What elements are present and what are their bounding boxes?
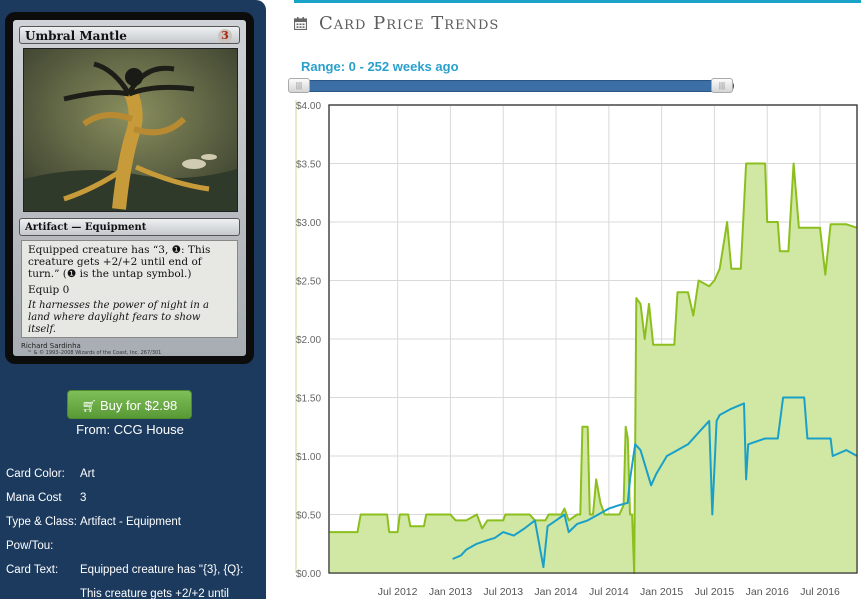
x-tick-label: Jan 2014 [534, 586, 577, 598]
section-header: Card Price Trends [294, 11, 499, 35]
card-text-box: Equipped creature has “3, ❶: This creatu… [21, 240, 238, 338]
y-tick-label: $0.50 [296, 511, 321, 522]
x-tick-label: Jan 2015 [640, 586, 683, 598]
y-tick-label: $4.00 [296, 101, 321, 112]
card-artwork [23, 48, 238, 212]
x-tick-label: Jul 2015 [695, 586, 735, 598]
range-slider[interactable] [292, 80, 734, 92]
card-sidebar: Umbral Mantle 3 [0, 0, 266, 599]
detail-value: Art [80, 468, 95, 480]
detail-key: Card Color: [6, 468, 65, 480]
y-tick-label: $2.50 [296, 277, 321, 288]
y-tick-label: $3.50 [296, 160, 321, 171]
buy-button-label: Buy for $2.98 [99, 398, 178, 413]
series-area-fill [329, 163, 857, 573]
card-artist: Richard Sardinha [21, 342, 81, 350]
card-name: Umbral Mantle [25, 29, 127, 43]
range-slider-end-handle[interactable]: ||| [711, 78, 733, 93]
card-name-bar: Umbral Mantle 3 [19, 26, 240, 44]
detail-key: Mana Cost [6, 492, 62, 504]
buy-button[interactable]: 🛒︎ Buy for $2.98 [67, 390, 192, 419]
y-tick-label: $0.00 [296, 569, 321, 580]
x-tick-label: Jul 2014 [589, 586, 629, 598]
x-tick-label: Jan 2013 [429, 586, 472, 598]
range-label: Range: 0 - 252 weeks ago [301, 59, 459, 74]
series-line-blue [452, 396, 858, 569]
detail-key: Card Text: [6, 564, 59, 576]
detail-value-continued: This creature gets +2/+2 until [80, 588, 229, 599]
card-frame: Umbral Mantle 3 [13, 20, 246, 356]
seller-label: From: CCG House [76, 422, 184, 437]
page-title: Card Price Trends [319, 12, 500, 34]
x-tick-label: Jul 2012 [378, 586, 418, 598]
plot-frame [328, 104, 858, 574]
detail-key: Type & Class: [6, 516, 77, 528]
x-tick-label: Jan 2016 [746, 586, 789, 598]
price-trend-chart: $0.00 $0.50 $1.00 $1.50 $2.00 $2.50 $3.00 $3.50… [295, 100, 858, 598]
card-copyright: ™ & © 1993–2008 Wizards of the Coast, In… [27, 350, 162, 356]
card-rules-text: Equipped creature has “3, ❶: This creatu… [28, 244, 211, 280]
calendar-icon [294, 16, 307, 30]
y-tick-label: $3.00 [296, 218, 321, 229]
y-tick-label: $1.50 [296, 394, 321, 405]
detail-value: Equipped creature has "{3}, {Q}: [80, 564, 244, 576]
series-line-green [329, 162, 858, 574]
mana-cost-symbol: 3 [218, 29, 232, 43]
x-tick-label: Jul 2013 [483, 586, 523, 598]
card-type-line: Artifact — Equipment [19, 218, 240, 236]
cart-icon: 🛒︎ [81, 399, 97, 413]
card-equip-text: Equip 0 [28, 284, 70, 296]
y-tick-label: $1.00 [296, 452, 321, 463]
y-tick-label: $2.00 [296, 335, 321, 346]
card-flavor-text: It harnesses the power of night in a lan… [28, 300, 209, 335]
detail-value: Artifact - Equipment [80, 516, 181, 528]
detail-key: Pow/Tou: [6, 540, 54, 552]
x-tick-label: Jul 2016 [800, 586, 840, 598]
header-accent-line [294, 0, 861, 3]
card-image: Umbral Mantle 3 [5, 12, 254, 364]
detail-value: 3 [80, 492, 87, 504]
range-slider-start-handle[interactable]: ||| [288, 78, 310, 93]
